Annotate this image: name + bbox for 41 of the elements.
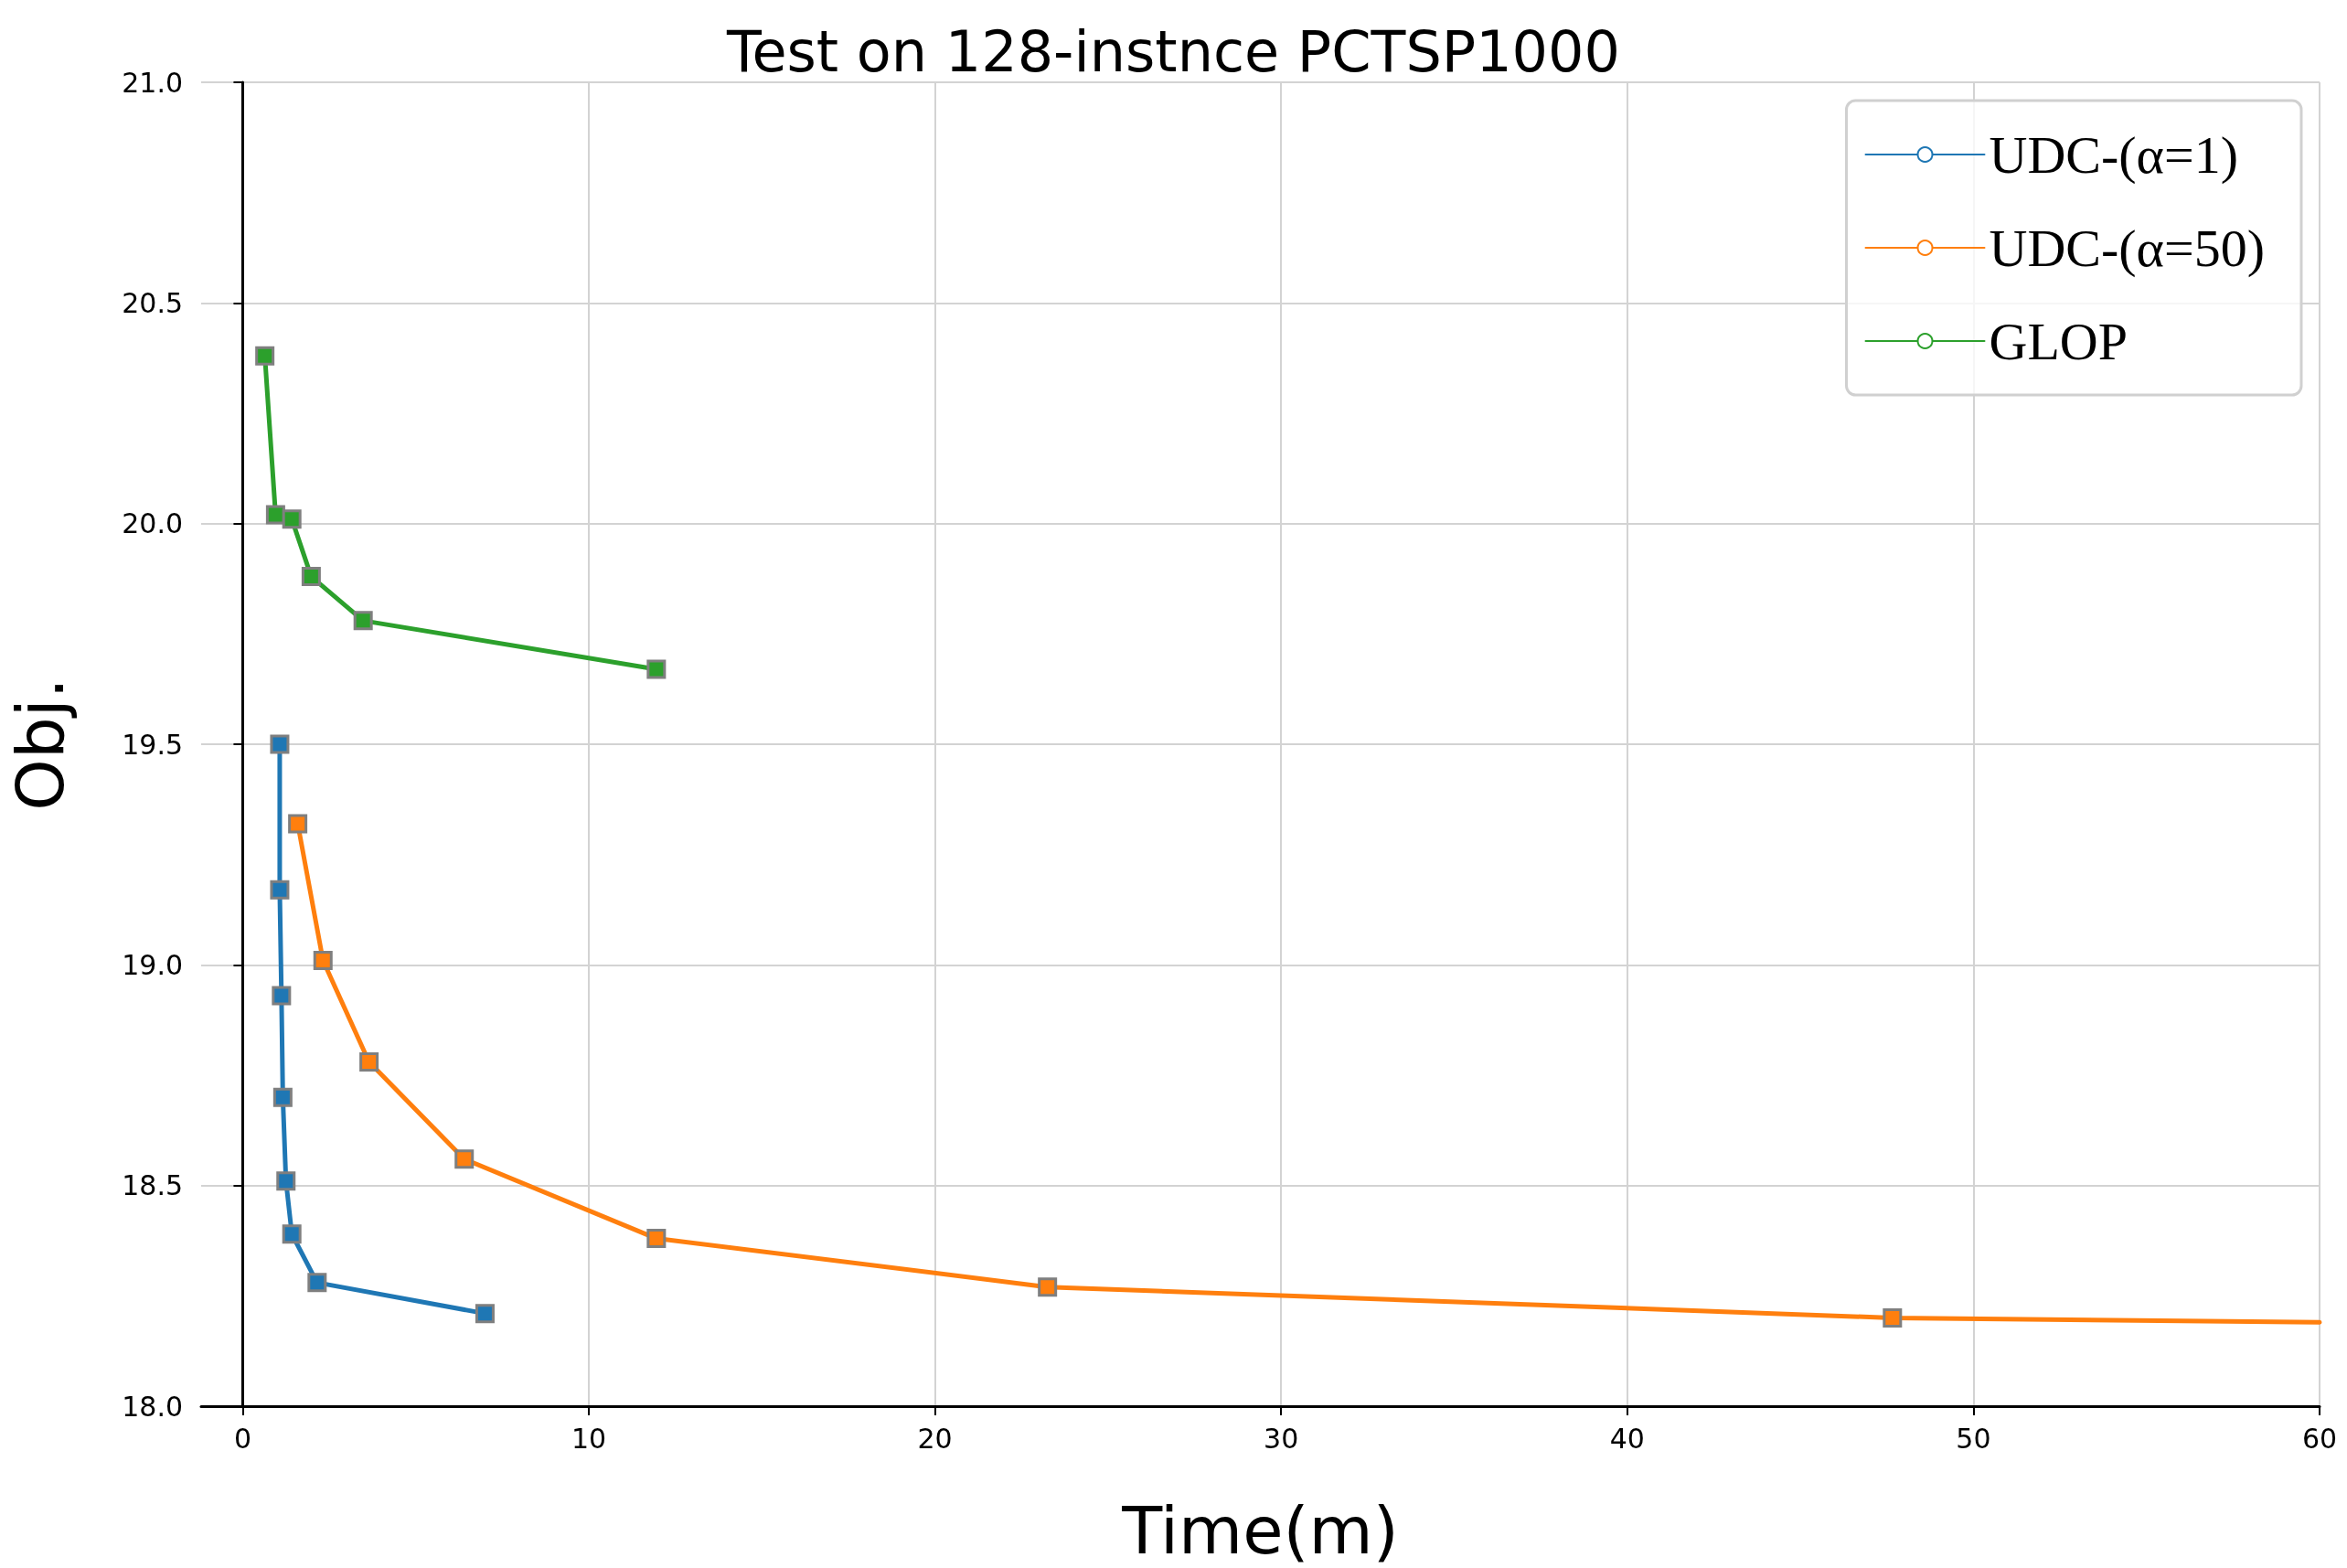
point xyxy=(646,659,667,679)
point xyxy=(270,734,290,754)
point xyxy=(313,951,333,971)
point xyxy=(1883,1307,1903,1328)
point xyxy=(1038,1277,1058,1297)
y-tick-label: 19.0 xyxy=(122,948,183,981)
y-tick-label: 20.0 xyxy=(122,507,183,540)
x-tick-label: 0 xyxy=(233,1422,251,1455)
y-tick-label: 20.5 xyxy=(122,286,183,319)
point xyxy=(255,346,275,366)
point xyxy=(646,1229,667,1249)
point xyxy=(353,611,373,631)
x-tick-label: 60 xyxy=(2301,1422,2338,1455)
point xyxy=(454,1149,475,1169)
point xyxy=(282,509,302,529)
x-axis-title: Time(m) xyxy=(1121,1492,1399,1568)
y-tick-label: 18.5 xyxy=(122,1169,183,1202)
y-axis-title: Obj. xyxy=(2,677,79,811)
legend-label: UDC-(α=50) xyxy=(1989,218,2265,278)
x-tick-label: 40 xyxy=(1609,1422,1645,1455)
point xyxy=(301,567,321,587)
point xyxy=(307,1273,327,1293)
point xyxy=(288,814,308,834)
point xyxy=(359,1052,379,1072)
point xyxy=(265,505,285,525)
y-tick-label: 21.0 xyxy=(122,66,183,99)
chart-title: Test on 128-instnce PCTSP1000 xyxy=(726,17,1620,85)
point xyxy=(282,1224,302,1244)
point xyxy=(475,1304,495,1324)
x-tick-label: 20 xyxy=(917,1422,953,1455)
point xyxy=(272,986,292,1006)
point xyxy=(272,1087,293,1107)
y-tick-label: 18.0 xyxy=(122,1390,183,1423)
legend-label: GLOP xyxy=(1989,311,2128,371)
x-tick-label: 10 xyxy=(571,1422,607,1455)
point xyxy=(276,1171,296,1191)
y-tick-label: 19.5 xyxy=(122,728,183,761)
x-tick-label: 50 xyxy=(1956,1422,1991,1455)
x-tick-label: 30 xyxy=(1264,1422,1299,1455)
point xyxy=(270,880,290,900)
legend-label: UDC-(α=1) xyxy=(1989,124,2238,185)
